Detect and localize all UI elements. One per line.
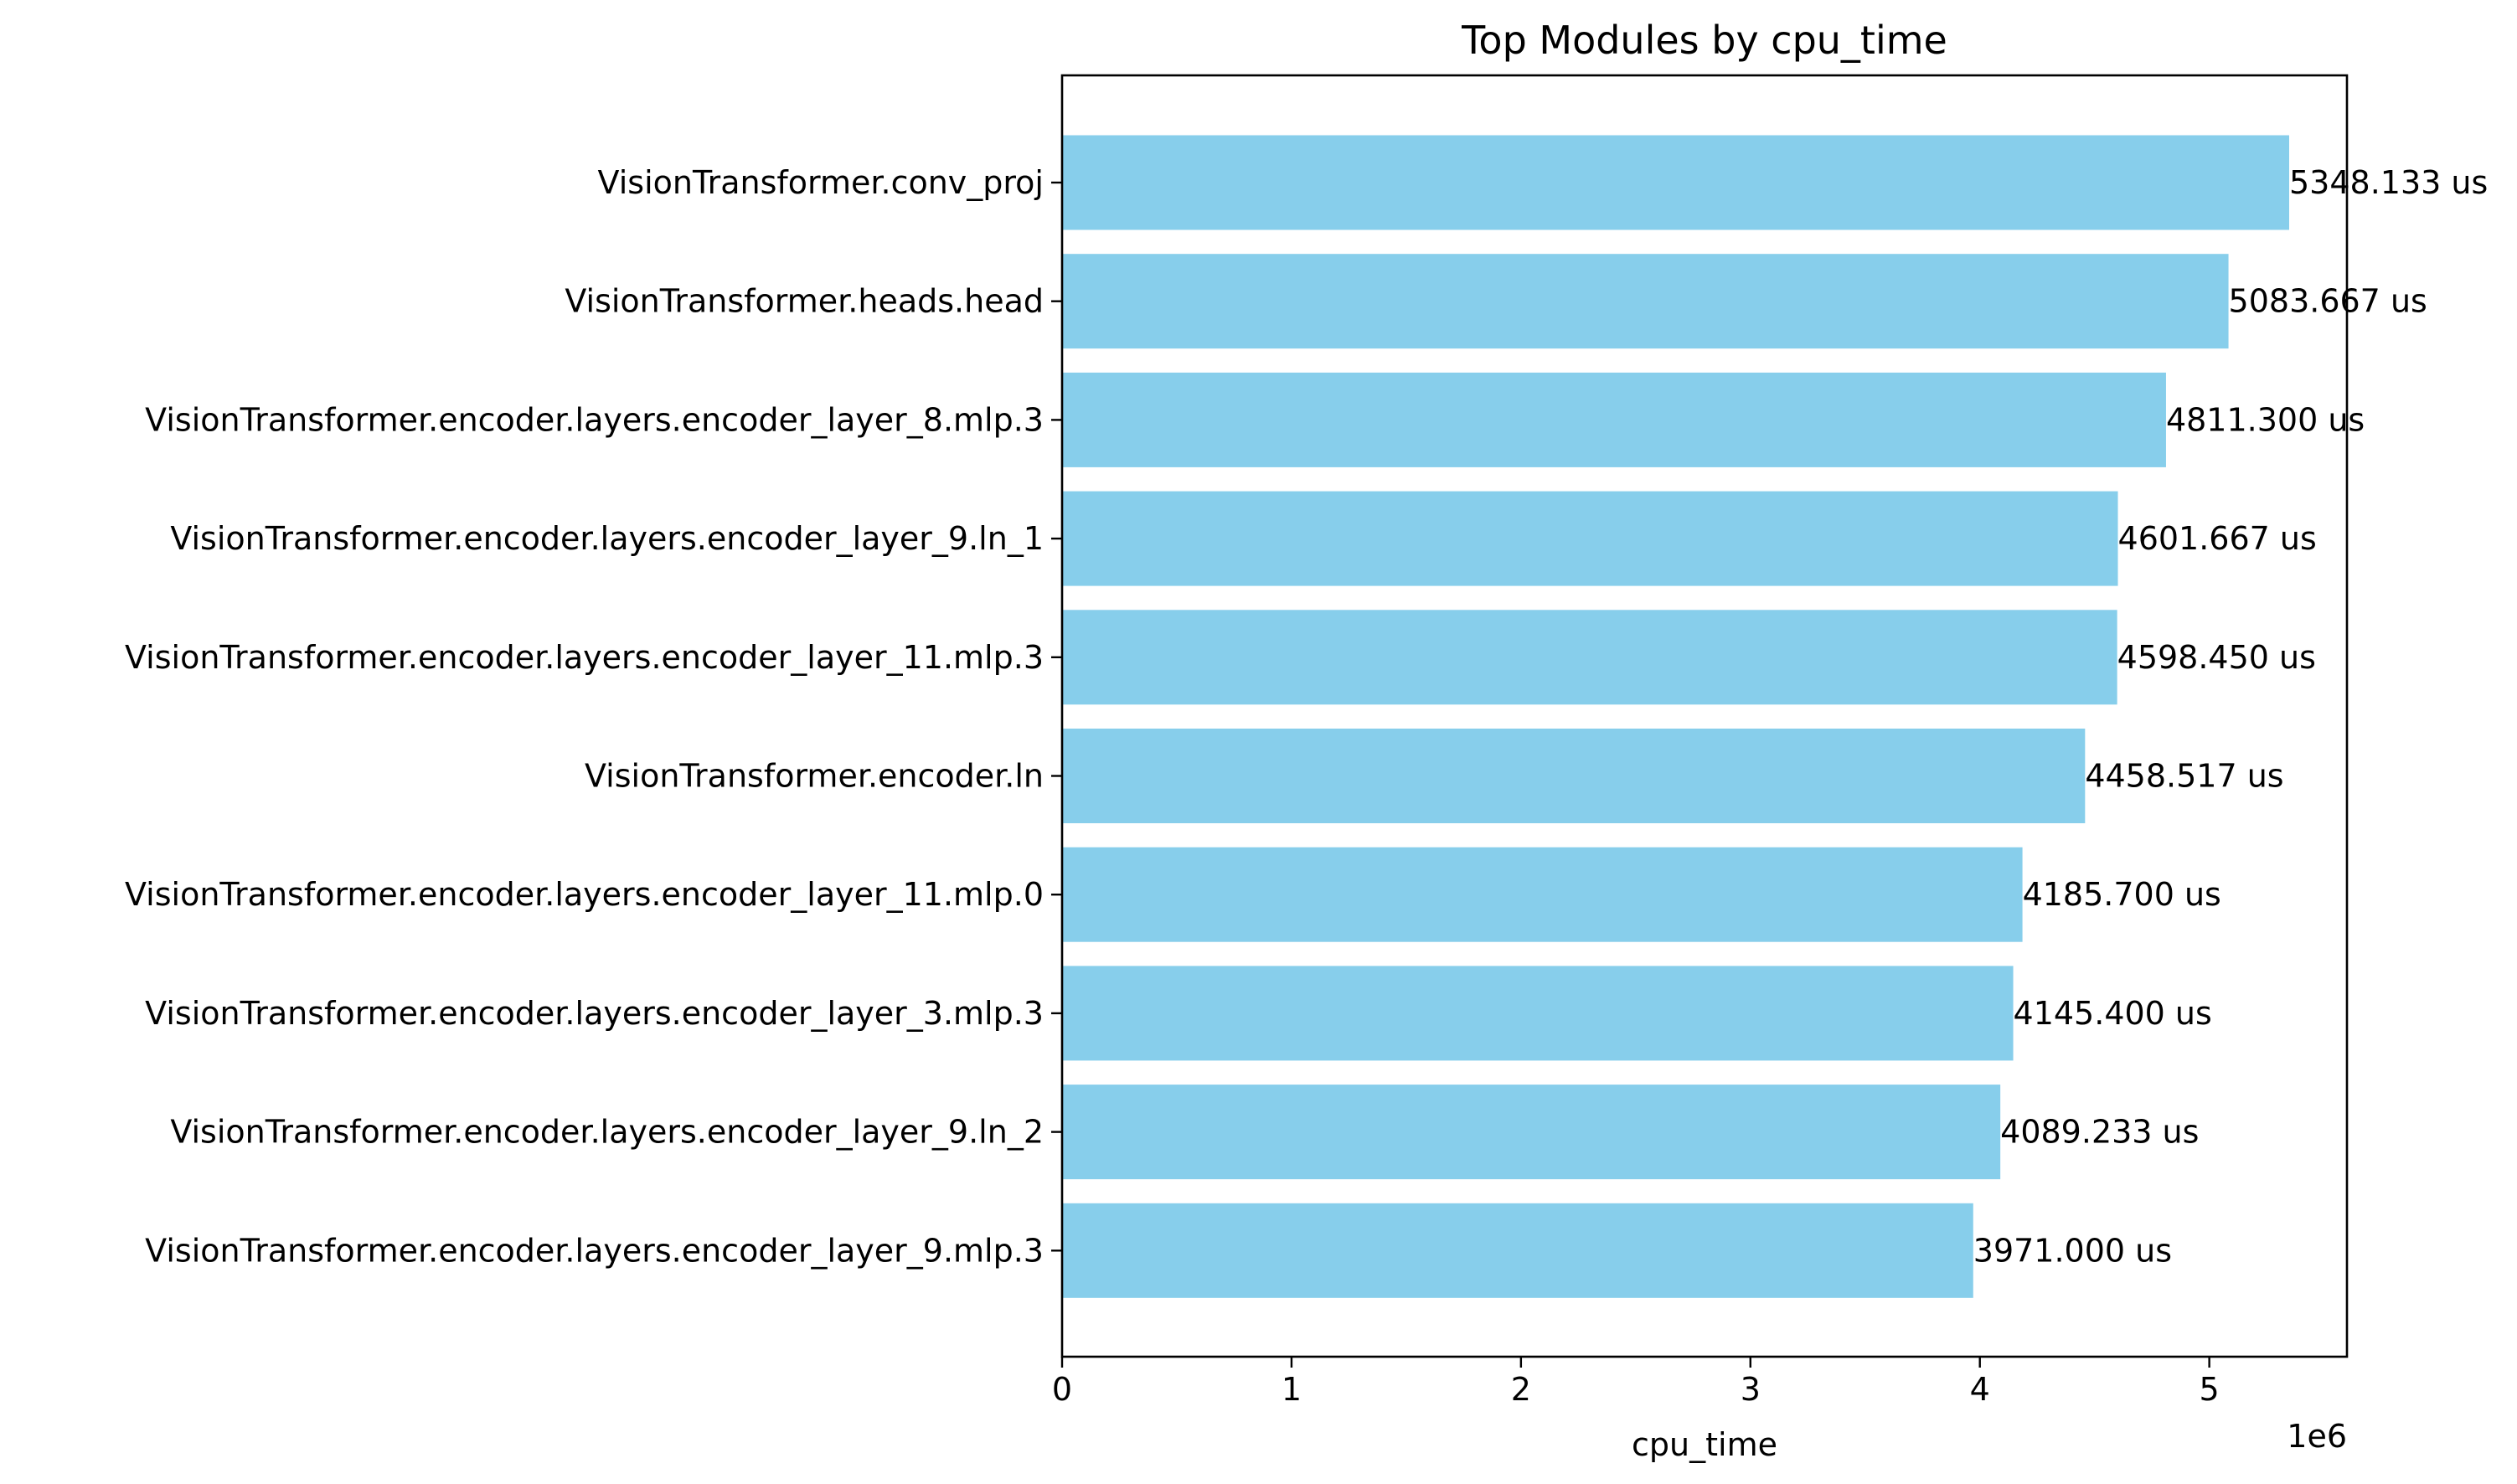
x-tick-label: 1 bbox=[1282, 1371, 1302, 1408]
x-tick-label: 5 bbox=[2200, 1371, 2220, 1408]
y-tick-label: VisionTransformer.encoder.layers.encoder… bbox=[145, 401, 1044, 438]
chart-title: Top Modules by cpu_time bbox=[1461, 18, 1947, 63]
data-label: 5083.667 us bbox=[2229, 283, 2427, 320]
data-label: 5348.133 us bbox=[2289, 164, 2488, 201]
data-labels-layer: 5348.133 us 5083.667 us 4811.300 us 4601.66… bbox=[1973, 164, 2489, 1269]
x-ticks-layer: 0 1 2 3 4 5 bbox=[1052, 1357, 2220, 1408]
data-label: 4601.667 us bbox=[2118, 520, 2317, 557]
bar bbox=[1062, 1203, 1973, 1298]
bars-layer bbox=[1062, 135, 2290, 1298]
x-tick-label: 0 bbox=[1052, 1371, 1072, 1408]
x-axis-offset-label: 1e6 bbox=[2287, 1418, 2347, 1455]
y-tick-label: VisionTransformer.encoder.layers.encoder… bbox=[145, 1232, 1044, 1269]
bar bbox=[1062, 491, 2118, 586]
data-label: 4598.450 us bbox=[2117, 639, 2316, 676]
y-tick-label: VisionTransformer.encoder.layers.encoder… bbox=[170, 520, 1044, 557]
bar bbox=[1062, 1085, 2001, 1180]
y-tick-label: VisionTransformer.encoder.layers.encoder… bbox=[145, 995, 1044, 1032]
bar bbox=[1062, 729, 2086, 823]
bar bbox=[1062, 254, 2229, 349]
data-label: 3971.000 us bbox=[1973, 1232, 2172, 1269]
x-axis-label: cpu_time bbox=[1632, 1426, 1777, 1463]
axes-frame bbox=[1060, 74, 2349, 1358]
y-tick-label: VisionTransformer.encoder.layers.encoder… bbox=[125, 876, 1044, 913]
x-tick-label: 3 bbox=[1741, 1371, 1761, 1408]
y-tick-label: VisionTransformer.encoder.layers.encoder… bbox=[170, 1114, 1044, 1151]
bar bbox=[1062, 372, 2166, 467]
y-tick-label: VisionTransformer.conv_proj bbox=[598, 164, 1044, 201]
x-tick-label: 4 bbox=[1970, 1371, 1990, 1408]
data-label: 4811.300 us bbox=[2166, 401, 2365, 438]
x-tick-label: 2 bbox=[1511, 1371, 1531, 1408]
bar bbox=[1062, 966, 2014, 1061]
bar bbox=[1062, 135, 2290, 230]
y-tick-label: VisionTransformer.heads.head bbox=[565, 283, 1044, 320]
data-label: 4458.517 us bbox=[2085, 758, 2283, 795]
bar bbox=[1062, 610, 2117, 705]
y-tick-label: VisionTransformer.encoder.layers.encoder… bbox=[125, 639, 1044, 676]
y-tick-label: VisionTransformer.encoder.ln bbox=[585, 758, 1044, 795]
data-label: 4145.400 us bbox=[2014, 995, 2212, 1032]
y-ticks-layer: VisionTransformer.conv_proj VisionTransfo… bbox=[125, 164, 1062, 1269]
data-label: 4089.233 us bbox=[2000, 1114, 2199, 1151]
data-label: 4185.700 us bbox=[2023, 876, 2221, 913]
bar bbox=[1062, 847, 2023, 942]
